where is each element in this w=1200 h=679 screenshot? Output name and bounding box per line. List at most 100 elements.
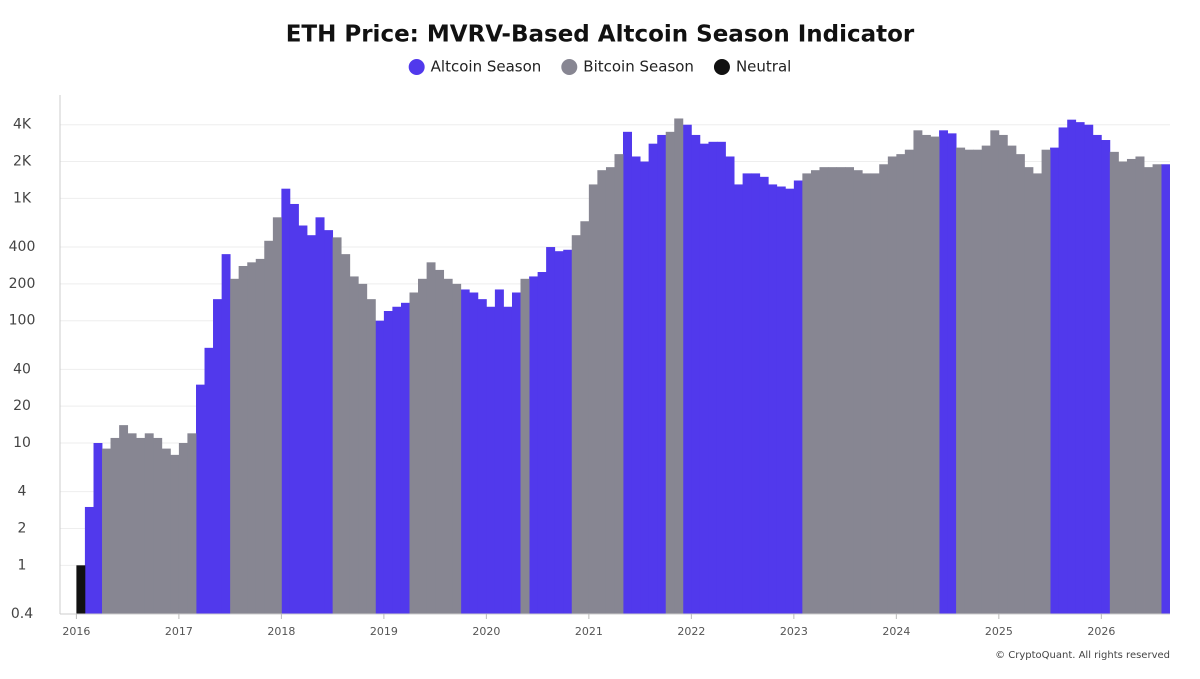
bar	[998, 134, 1008, 614]
bar	[110, 437, 120, 614]
y-tick-label: 0.4	[11, 606, 33, 622]
bar	[657, 134, 667, 614]
bar	[366, 299, 376, 614]
bar	[1135, 156, 1145, 614]
x-tick-label: 2023	[780, 625, 808, 638]
bar	[802, 173, 812, 614]
bar	[691, 134, 701, 614]
bar	[605, 167, 615, 614]
legend-item: Neutral	[713, 58, 791, 76]
bar	[119, 425, 129, 614]
bar	[956, 147, 966, 614]
bar	[674, 118, 684, 614]
x-tick-label: 2026	[1087, 625, 1115, 638]
bar	[511, 292, 521, 614]
bar	[1075, 122, 1085, 614]
bar	[213, 299, 223, 614]
bar	[546, 247, 556, 614]
bar	[452, 283, 462, 614]
bar	[973, 149, 983, 614]
bar	[614, 154, 624, 614]
bar	[1058, 127, 1068, 615]
bar	[503, 306, 513, 614]
bar	[879, 164, 889, 615]
legend-label: Bitcoin Season	[583, 58, 694, 76]
bar	[793, 180, 803, 614]
bar	[981, 145, 991, 614]
y-tick-label: 2	[18, 521, 27, 537]
bar	[324, 230, 334, 615]
bar	[716, 141, 726, 615]
bar	[153, 437, 163, 614]
y-tick-label: 1K	[13, 190, 32, 206]
bar	[84, 506, 94, 614]
bar	[930, 136, 940, 614]
bar	[682, 124, 692, 614]
legend-item: Bitcoin Season	[561, 58, 694, 76]
y-tick-label: 1	[18, 557, 27, 573]
bar	[349, 276, 359, 614]
bar	[289, 203, 299, 614]
bar	[759, 176, 769, 614]
legend-swatch	[408, 59, 425, 75]
bar	[862, 173, 872, 614]
bar	[264, 240, 274, 615]
bar	[742, 173, 752, 614]
legend-item: Altcoin Season	[408, 58, 542, 76]
bar	[1084, 124, 1094, 614]
bar	[332, 237, 342, 614]
bar	[640, 161, 650, 615]
bar	[1118, 161, 1128, 615]
bar	[281, 188, 291, 614]
bar	[537, 272, 547, 614]
bar	[853, 170, 863, 614]
y-tick-label: 20	[13, 398, 31, 414]
y-tick-label: 4K	[13, 117, 32, 133]
legend: Altcoin Season Bitcoin Season Neutral	[408, 58, 791, 76]
bar	[1126, 158, 1136, 614]
bar	[751, 173, 761, 614]
bar	[554, 251, 564, 614]
legend-label: Neutral	[736, 58, 791, 76]
bar	[204, 347, 214, 614]
bar	[580, 221, 590, 615]
bar	[964, 149, 974, 614]
bar	[221, 254, 231, 614]
bar	[400, 302, 410, 614]
bar	[230, 278, 240, 614]
bar	[170, 454, 180, 614]
bar	[597, 170, 607, 614]
bar	[196, 384, 205, 614]
bar	[785, 188, 795, 614]
x-tick-label: 2016	[62, 625, 90, 638]
bar	[836, 167, 846, 614]
bar	[921, 134, 931, 614]
bar	[1007, 145, 1017, 614]
bar	[776, 186, 786, 614]
bar	[469, 292, 479, 614]
bar	[1161, 164, 1170, 615]
bar	[768, 184, 778, 614]
bar	[734, 184, 744, 614]
axes: 0.4 1 2 4 10 20 40 100 200 400 1K 2K 4K 2016 2017 2018 2…	[9, 95, 1170, 638]
bar	[127, 433, 137, 614]
bar	[1015, 154, 1025, 614]
bar	[819, 167, 829, 614]
bar	[255, 258, 265, 614]
y-tick-label: 4	[18, 484, 27, 500]
bar	[315, 217, 325, 614]
bar	[887, 156, 897, 614]
x-tick-label: 2020	[472, 625, 500, 638]
bar	[622, 131, 633, 614]
bar	[947, 133, 957, 614]
bar	[588, 184, 598, 614]
bar	[341, 254, 351, 614]
bar	[827, 167, 837, 614]
bar	[426, 262, 436, 614]
legend-swatch	[561, 59, 578, 75]
legend-label: Altcoin Season	[431, 58, 542, 76]
bar	[144, 433, 154, 614]
bar	[375, 320, 385, 614]
bar	[939, 130, 948, 614]
bar	[443, 278, 453, 614]
